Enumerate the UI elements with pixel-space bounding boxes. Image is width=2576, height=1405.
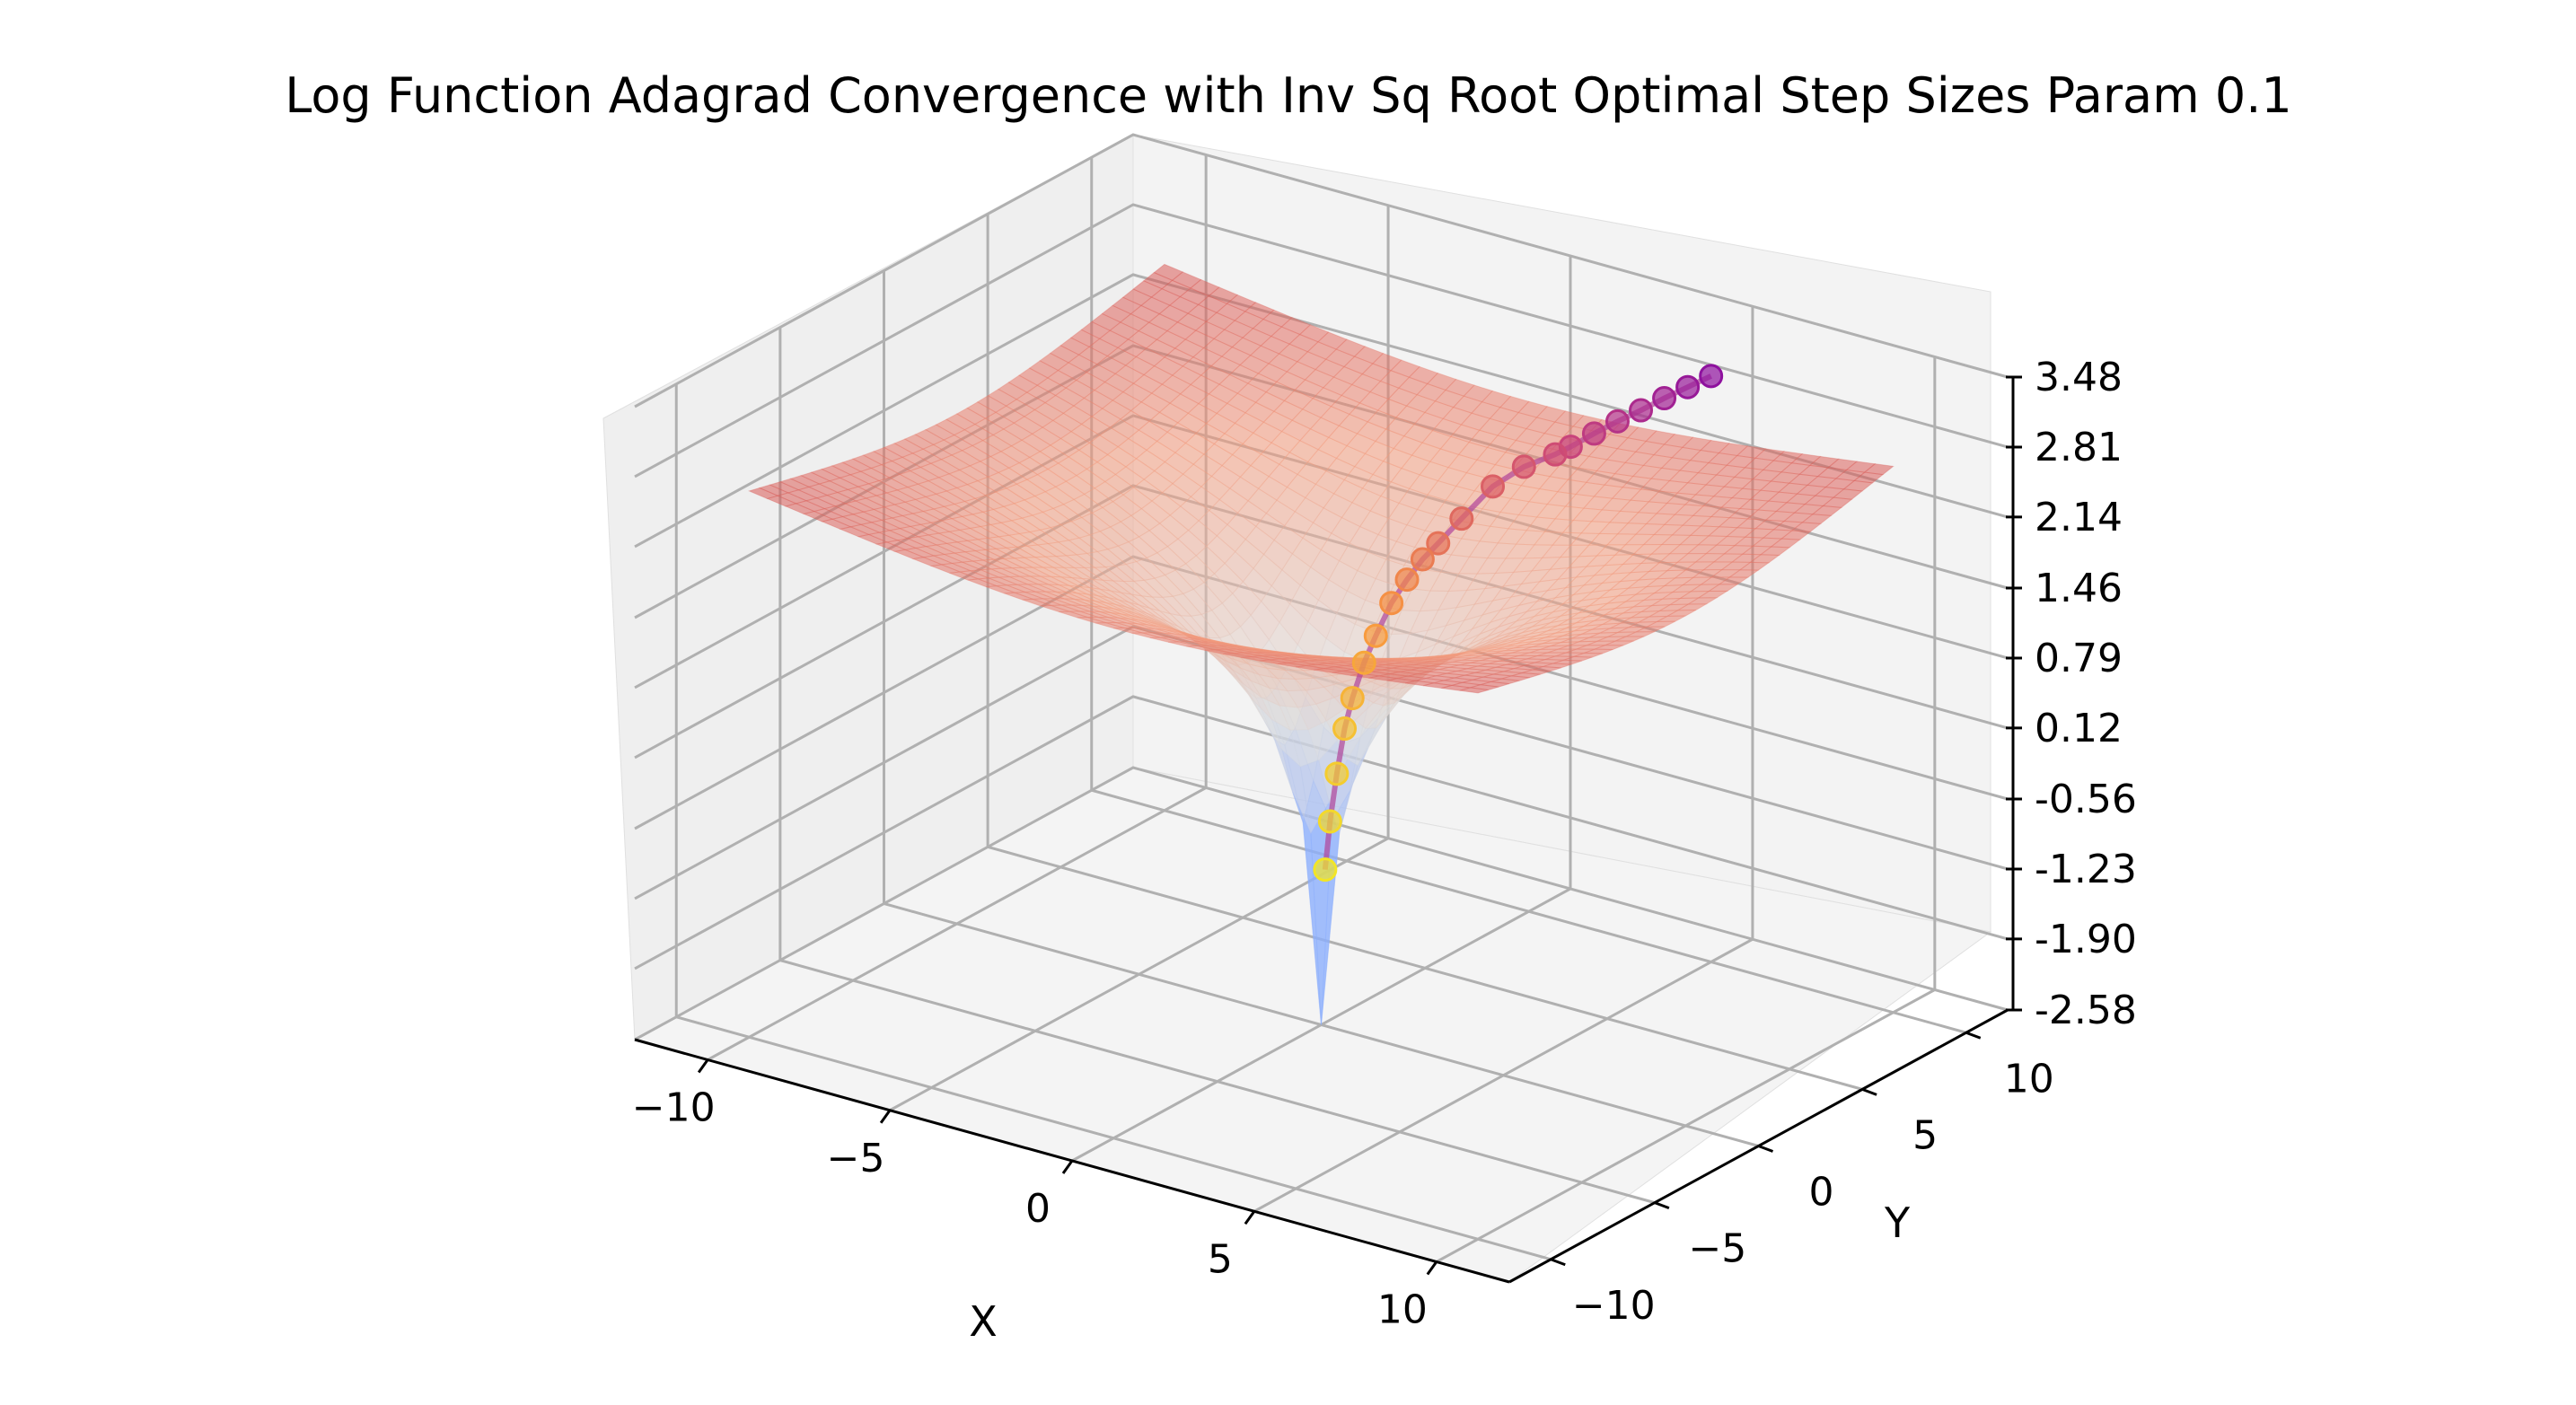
trajectory-point <box>1605 408 1630 434</box>
grid-line-z <box>634 766 2009 1041</box>
surface-patch <box>1625 631 1655 637</box>
x-tick-label: 10 <box>1377 1287 1428 1333</box>
trajectory-point <box>1449 506 1474 531</box>
y-tick-label: −5 <box>1688 1226 1746 1272</box>
trajectory-point <box>1351 650 1376 675</box>
z-tick-label: -1.23 <box>2035 847 2137 892</box>
surface <box>747 263 1895 1025</box>
surface-patch <box>1511 672 1541 679</box>
y-tick <box>1861 1087 1877 1096</box>
surface-patch <box>1852 471 1885 484</box>
x-tick <box>879 1109 892 1124</box>
z-tick-label: 2.14 <box>2035 495 2123 540</box>
x-tick-label: 5 <box>1208 1236 1233 1282</box>
tick-labels: −10 −5 0 5 10 −10 −5 0 5 10 -2.58 -1.90 -1.23 -0.56 0.… <box>632 355 2137 1333</box>
trajectory-point <box>1629 398 1654 423</box>
trajectory-point <box>1313 857 1338 883</box>
surface-patch <box>1863 463 1895 476</box>
y-tick <box>1654 1201 1670 1210</box>
surface-patch <box>1707 584 1739 593</box>
grid-line-z <box>634 273 2009 549</box>
y-tick <box>1757 1145 1774 1153</box>
x-tick <box>1244 1210 1256 1225</box>
x-tick <box>1426 1260 1438 1276</box>
chart-title: Log Function Adagrad Convergence with In… <box>285 67 2292 124</box>
z-tick-label: 3.48 <box>2035 355 2123 400</box>
surface-patch <box>1459 687 1489 694</box>
trajectory-point <box>1481 474 1506 499</box>
y-tick <box>1965 1031 1982 1040</box>
grid-line-z <box>634 133 2009 408</box>
surface-patch <box>1822 496 1853 508</box>
x-tick <box>1061 1160 1074 1174</box>
trajectory-point <box>1324 761 1350 786</box>
axes <box>634 375 2022 1284</box>
trajectory-point <box>1652 386 1677 411</box>
x-tick-label: 0 <box>1025 1186 1051 1232</box>
z-tick-label: 1.46 <box>2035 566 2123 611</box>
trajectory-point <box>1379 591 1404 616</box>
z-tick-label: -1.90 <box>2035 917 2137 962</box>
trajectory-point <box>1581 421 1606 446</box>
trajectory-point <box>1543 442 1568 467</box>
trajectory-point <box>1394 567 1420 593</box>
z-tick-label: 2.81 <box>2035 425 2123 470</box>
grid-line-z <box>634 695 2009 970</box>
trajectory-point <box>1675 374 1701 400</box>
y-tick <box>1550 1258 1566 1267</box>
trajectory-point <box>1410 547 1435 572</box>
trajectory-point <box>1699 364 1724 389</box>
z-tick-label: 0.79 <box>2035 636 2123 681</box>
y-tick-label: 5 <box>1912 1112 1938 1158</box>
trajectory-line <box>1322 373 1712 870</box>
surface-patch <box>1470 684 1499 691</box>
trajectory-point <box>1340 686 1365 711</box>
x-axis-label: X <box>969 1297 998 1346</box>
z-tick-label: -0.56 <box>2035 777 2137 822</box>
trajectory <box>1313 364 1724 883</box>
trajectory-point <box>1363 623 1388 648</box>
z-tick-label: 0.12 <box>2035 706 2123 751</box>
y-axis-label: Y <box>1884 1199 1911 1247</box>
surface-patch <box>1666 610 1697 617</box>
trajectory-point <box>1317 809 1342 834</box>
z-tick-label: -2.58 <box>2035 988 2137 1033</box>
x-tick-label: −10 <box>632 1085 716 1131</box>
trajectory-point <box>1426 531 1451 556</box>
y-tick-label: −10 <box>1572 1283 1656 1329</box>
y-tick-label: 10 <box>2004 1056 2054 1102</box>
y-tick-label: 0 <box>1809 1170 1834 1216</box>
x-tick <box>697 1058 709 1074</box>
trajectory-point <box>1511 454 1536 479</box>
surface-patch <box>1480 681 1509 688</box>
trajectory-point <box>1332 716 1358 742</box>
x-tick-label: −5 <box>827 1136 885 1181</box>
